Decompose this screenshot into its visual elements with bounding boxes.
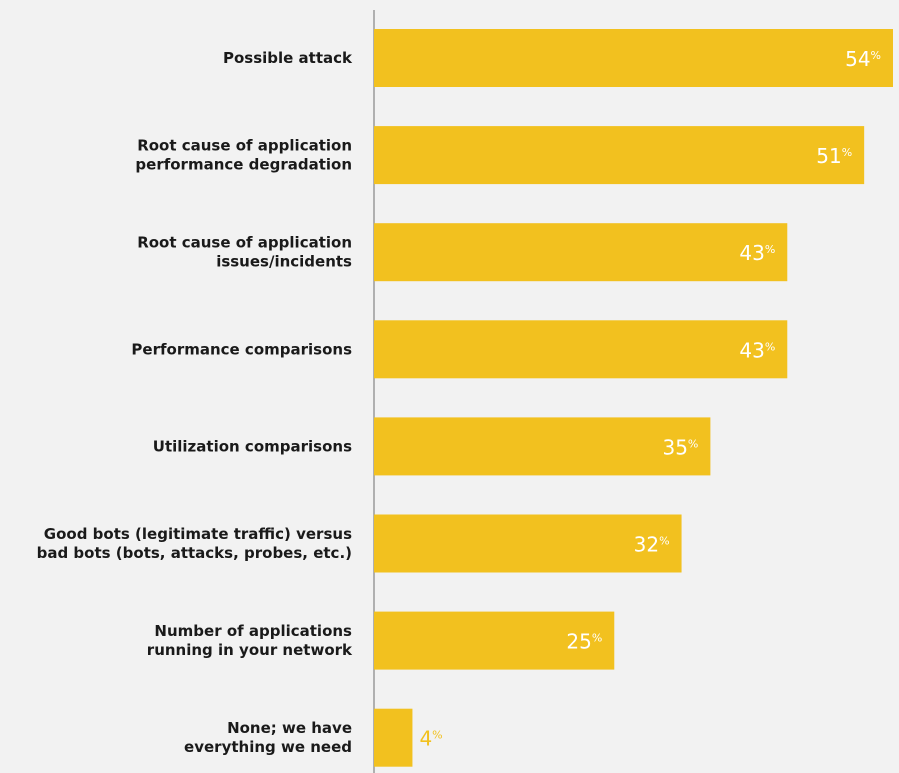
category-label-line: running in your network <box>147 641 353 659</box>
bar-3 <box>374 320 788 379</box>
bars-layer <box>374 29 893 767</box>
category-label-0: Possible attack <box>223 49 353 67</box>
bar-0 <box>374 29 893 87</box>
category-label-line: None; we have <box>227 719 352 737</box>
bar-2 <box>374 223 788 282</box>
category-label-line: performance degradation <box>135 156 352 174</box>
value-label-5: 32% <box>634 533 670 557</box>
value-label-1: 51% <box>816 144 852 168</box>
category-label-line: Possible attack <box>223 49 353 67</box>
value-label-0: 54% <box>845 47 881 71</box>
category-label-5: Good bots (legitimate traffic) versus bad… <box>37 525 352 562</box>
category-label-line: bad bots (bots, attacks, probes, etc.) <box>37 544 352 562</box>
category-label-line: Good bots (legitimate traffic) versus <box>44 525 352 543</box>
category-label-line: Number of applications <box>154 622 352 640</box>
category-label-2: Root cause of application issues/incident… <box>137 234 352 271</box>
bar-1 <box>374 126 865 185</box>
value-label-6: 25% <box>566 630 602 654</box>
category-label-line: Root cause of application <box>137 137 352 155</box>
value-label-2: 43% <box>739 241 775 265</box>
category-label-line: Root cause of application <box>137 234 352 252</box>
category-label-7: None; we have everything we need <box>184 719 352 756</box>
value-label-3: 43% <box>739 338 775 362</box>
value-label-4: 35% <box>662 435 698 459</box>
category-label-3: Performance comparisons <box>131 340 352 358</box>
bar-4 <box>374 417 711 476</box>
bar-6 <box>374 611 615 670</box>
category-label-4: Utilization comparisons <box>153 437 352 455</box>
bar-5 <box>374 514 682 573</box>
value-labels-layer: 54% 51% 43% 43% 35% 32% 25% 4% <box>419 47 881 751</box>
bar-7 <box>374 708 413 767</box>
category-labels-layer: Possible attack Root cause of application… <box>37 49 353 756</box>
category-label-line: Performance comparisons <box>131 340 352 358</box>
category-label-line: Utilization comparisons <box>153 437 352 455</box>
value-label-7: 4% <box>419 727 442 751</box>
category-label-line: everything we need <box>184 738 352 756</box>
category-label-line: issues/incidents <box>216 253 352 271</box>
category-label-6: Number of applications running in your ne… <box>147 622 353 659</box>
category-label-1: Root cause of application performance deg… <box>135 137 352 174</box>
